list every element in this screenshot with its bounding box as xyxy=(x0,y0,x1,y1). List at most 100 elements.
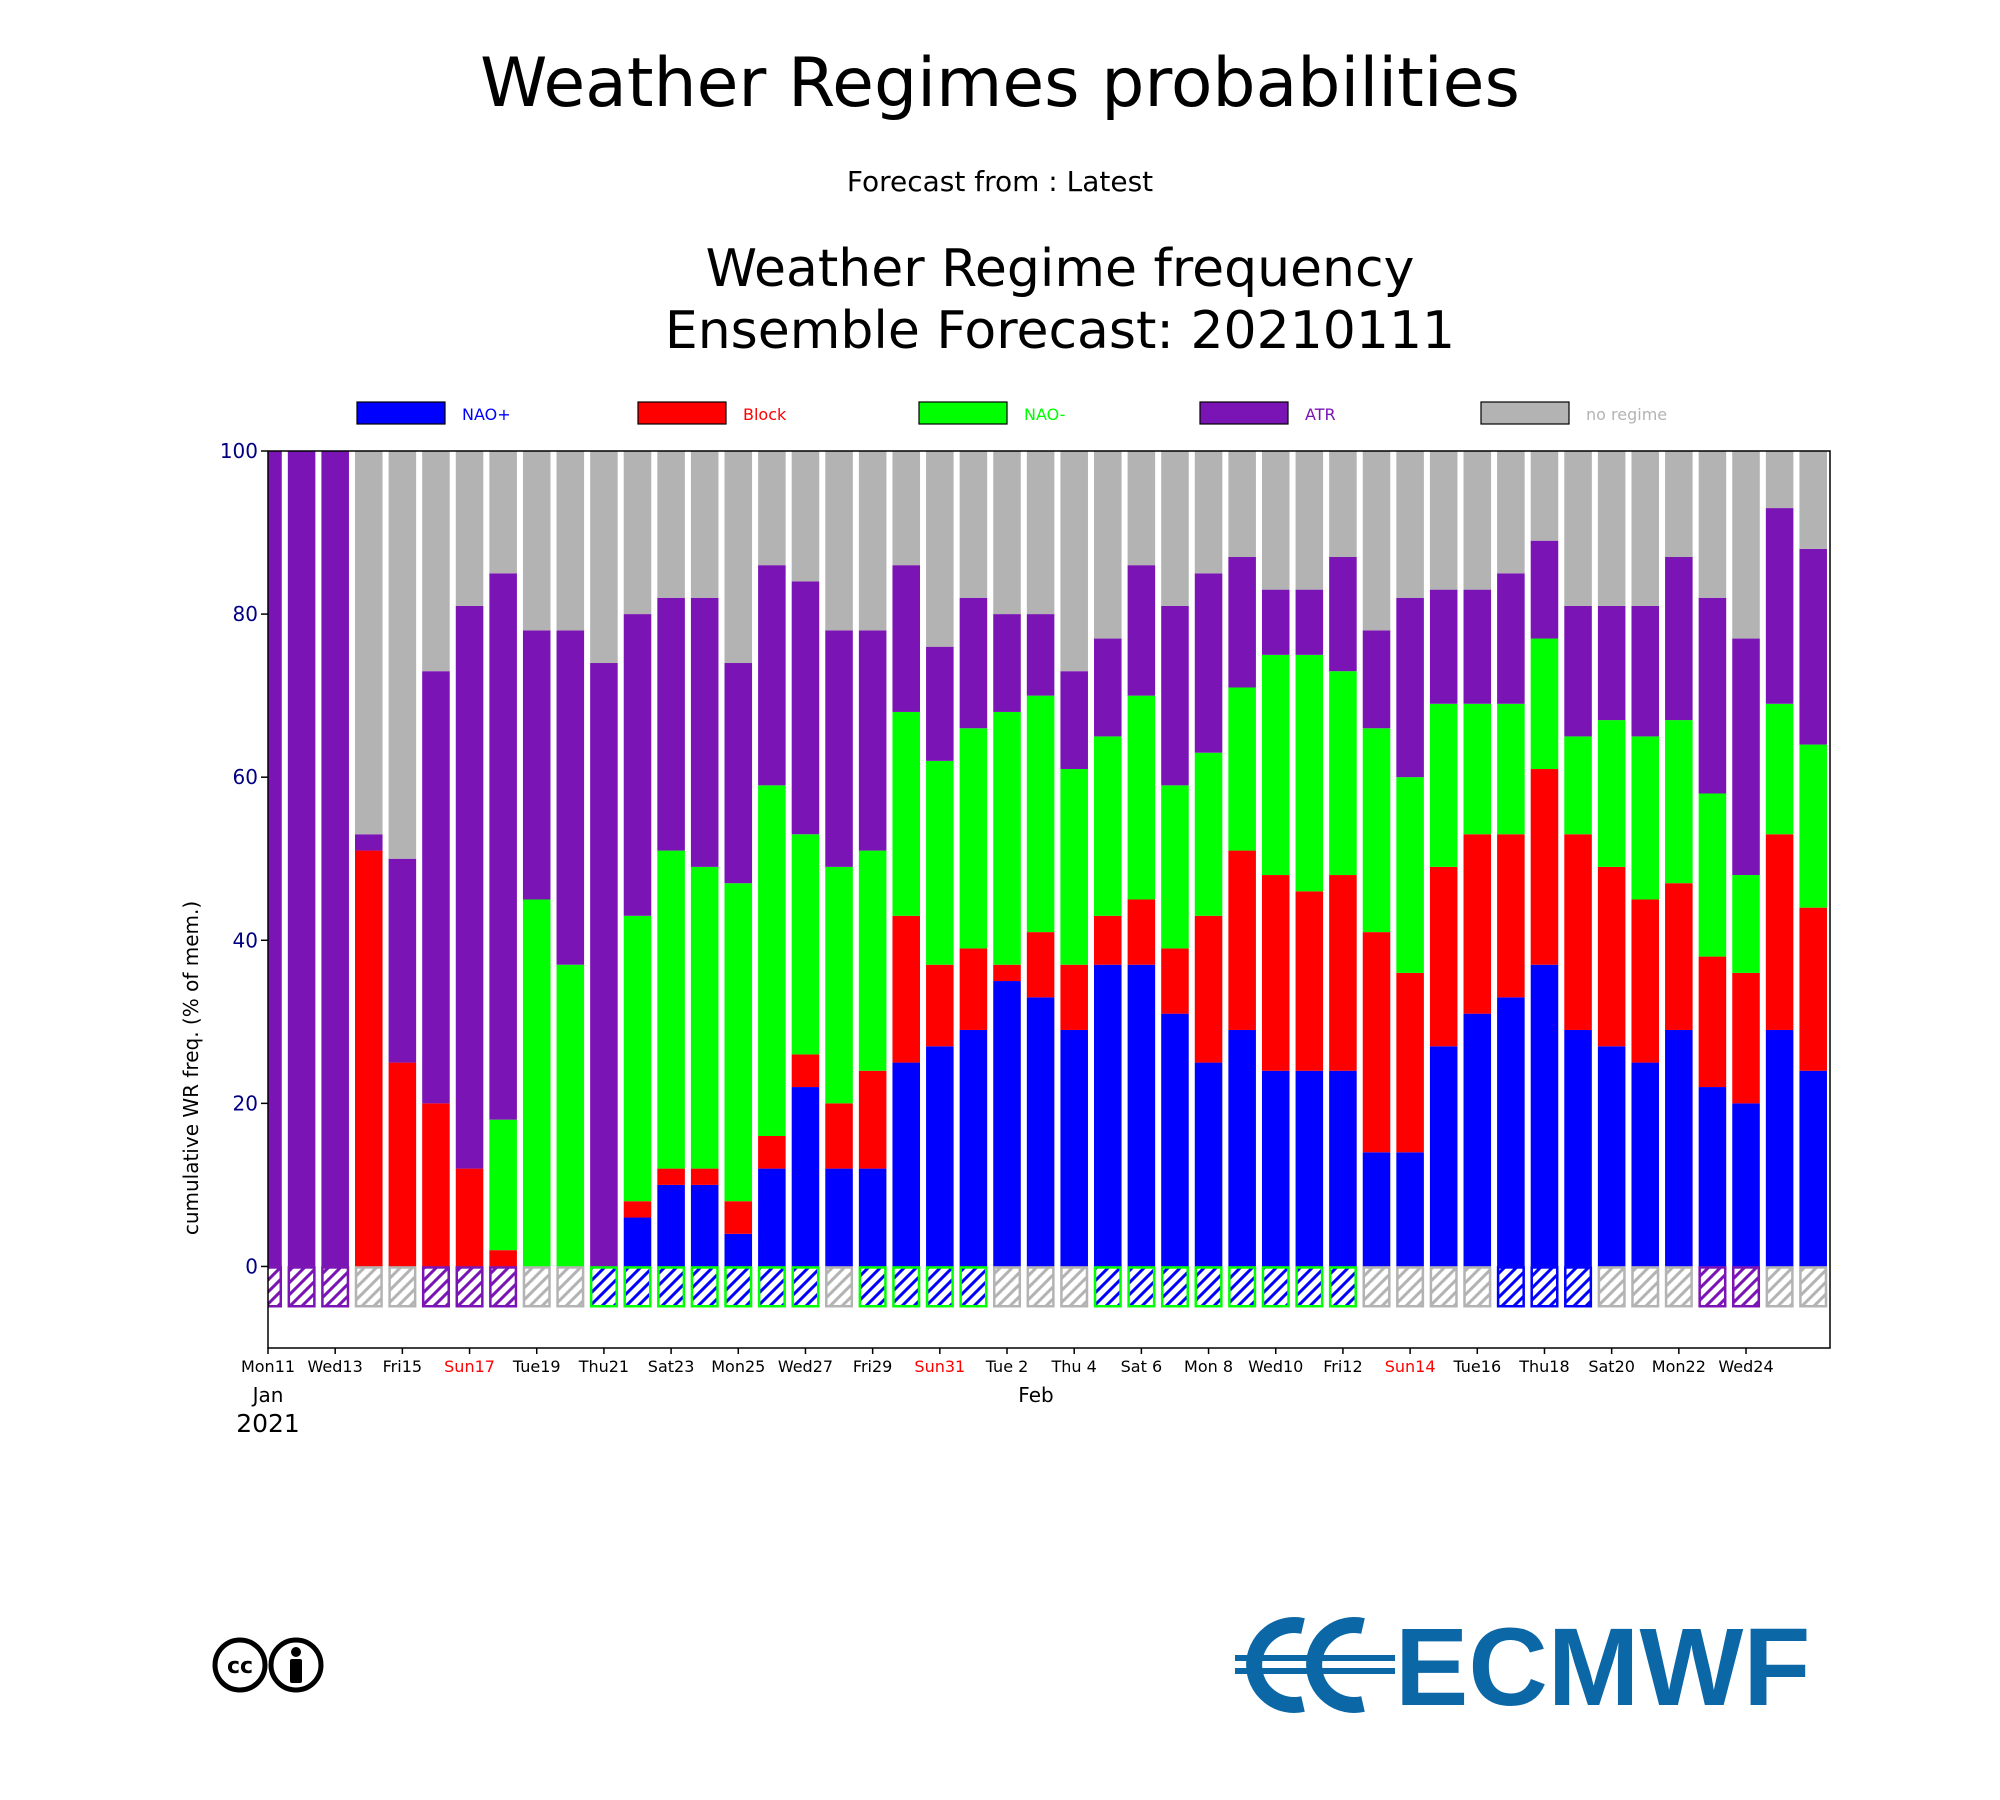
bar-segment-no-regime xyxy=(1665,451,1693,558)
strip-box-nao- xyxy=(858,1266,887,1308)
bar-segment-no-regime xyxy=(1026,451,1055,615)
bar-segment-block xyxy=(1732,972,1760,1104)
bar-segment-nao- xyxy=(1497,703,1525,835)
strip-box-no-regime xyxy=(388,1266,417,1308)
bar-segment-atr xyxy=(1698,597,1727,794)
chart-title: Weather Regime frequency Ensemble Foreca… xyxy=(665,240,1455,361)
x-tick-label: Sun17 xyxy=(444,1357,495,1376)
bar-segment-block xyxy=(1094,915,1122,965)
bar-segment-block xyxy=(858,1070,887,1169)
chart-title-line-1: Weather Regime frequency xyxy=(706,240,1415,299)
strip-box-nao- xyxy=(1127,1266,1156,1308)
bar-segment-no-regime xyxy=(455,451,484,606)
bar-segment-nao- xyxy=(1631,1062,1660,1267)
bar-segment-nao- xyxy=(1329,1070,1357,1267)
x-tick-label: Sat 6 xyxy=(1121,1357,1163,1376)
bar-segment-no-regime xyxy=(1530,451,1559,541)
bar-segment-block xyxy=(791,1054,820,1088)
strip-box-no-regime xyxy=(1362,1266,1391,1308)
bar-segment-nao- xyxy=(858,850,887,1071)
bar-segment-no-regime xyxy=(1194,451,1223,574)
strip-box-nao- xyxy=(892,1266,921,1308)
strip-box-nao- xyxy=(623,1266,652,1308)
bar-segment-atr xyxy=(422,671,450,1104)
bar-segment-nao- xyxy=(959,1029,988,1267)
strip-box-nao- xyxy=(791,1266,820,1308)
strip-box-nao- xyxy=(1564,1266,1593,1308)
bar-segment-nao- xyxy=(556,964,585,1267)
bar-segment-nao- xyxy=(1396,777,1424,973)
legend-swatch-no-regime xyxy=(1480,401,1570,425)
x-tick-label: Thu18 xyxy=(1518,1357,1569,1376)
strip-box-no-regime xyxy=(556,1266,585,1308)
bar-segment-atr xyxy=(1732,638,1760,876)
bar-segment-atr xyxy=(724,663,753,884)
y-axis-label: cumulative WR freq. (% of mem.) xyxy=(179,901,203,1235)
bar-segment-nao- xyxy=(758,1168,786,1267)
ecmwf-logo: ECMWF xyxy=(1235,1606,1815,1729)
bar-segment-nao- xyxy=(1228,1029,1256,1267)
bar-segment-block xyxy=(1597,866,1626,1047)
bar-segment-atr xyxy=(1631,605,1660,737)
y-tick-label: 0 xyxy=(245,1254,258,1278)
strip-box-no-regime xyxy=(1396,1266,1425,1308)
bar-segment-nao- xyxy=(1396,1152,1424,1267)
strip-box-nao- xyxy=(1496,1266,1525,1308)
bar-segment-no-regime xyxy=(556,451,585,631)
bar-segment-no-regime xyxy=(1597,451,1626,606)
bar-segment-no-regime xyxy=(1094,451,1122,639)
bar-segment-atr xyxy=(858,630,887,851)
x-year-label: 2021 xyxy=(236,1409,300,1438)
bar-segment-atr xyxy=(1463,589,1492,704)
bar-segment-block xyxy=(489,1250,517,1267)
bar-segment-block xyxy=(1396,972,1424,1153)
bar-segment-nao- xyxy=(1799,1070,1827,1267)
bar-segment-atr xyxy=(1127,565,1156,696)
bar-segment-nao- xyxy=(1665,1029,1693,1267)
bar-segment-no-regime xyxy=(1698,451,1727,598)
bar-segment-nao- xyxy=(1261,654,1290,876)
strip-box-no-regime xyxy=(522,1266,551,1308)
page-title: Weather Regimes probabilities xyxy=(480,44,1520,123)
bar-segment-nao- xyxy=(1732,875,1760,973)
bar-segment-atr xyxy=(489,573,517,1120)
bar-segment-block xyxy=(1665,883,1693,1030)
bar-segment-atr xyxy=(1799,548,1827,745)
x-tick-label: Tue 2 xyxy=(985,1357,1029,1376)
bar-segment-no-regime xyxy=(791,451,820,582)
ecmwf-logo-icon xyxy=(1246,1617,1365,1713)
svg-text:cc: cc xyxy=(227,1654,253,1679)
x-tick-label: Fri12 xyxy=(1323,1357,1362,1376)
x-tick-label: Fri29 xyxy=(853,1357,892,1376)
strip-box-no-regime xyxy=(1765,1266,1794,1308)
bar-segment-block xyxy=(1799,907,1827,1071)
bar-segment-no-regime xyxy=(1228,451,1256,558)
bar-segment-block xyxy=(623,1201,652,1218)
bar-segment-block xyxy=(892,915,921,1063)
bar-segment-nao- xyxy=(690,1184,719,1267)
bar-segment-atr xyxy=(522,630,551,900)
cc-icon xyxy=(212,1637,268,1693)
bar-segment-no-regime xyxy=(825,451,853,631)
bar-segment-no-regime xyxy=(1295,451,1324,590)
bar-segment-nao- xyxy=(926,760,954,965)
bar-segment-atr xyxy=(825,630,853,867)
bar-segment-nao- xyxy=(892,711,921,916)
bar-segment-block xyxy=(1497,834,1525,998)
bar-segment-no-regime xyxy=(489,451,517,574)
bar-segment-atr xyxy=(1161,605,1189,786)
y-tick-label: 60 xyxy=(233,765,258,789)
x-tick-label: Mon 8 xyxy=(1184,1357,1233,1376)
bar-segment-block xyxy=(690,1168,719,1185)
strip-box-no-regime xyxy=(1799,1266,1828,1308)
x-tick-label: Wed13 xyxy=(308,1357,363,1376)
bar-segment-no-regime xyxy=(858,451,887,631)
x-tick-label: Mon11 xyxy=(241,1357,295,1376)
bar-segment-nao- xyxy=(1329,671,1357,876)
legend-label-atr: ATR xyxy=(1305,405,1336,424)
bar-segment-nao- xyxy=(1429,1046,1458,1267)
bar-segment-no-regime xyxy=(422,451,450,672)
bar-segment-atr xyxy=(455,605,484,1169)
strip-box-no-regime xyxy=(1429,1266,1458,1308)
strip-box-nao- xyxy=(1194,1266,1223,1308)
